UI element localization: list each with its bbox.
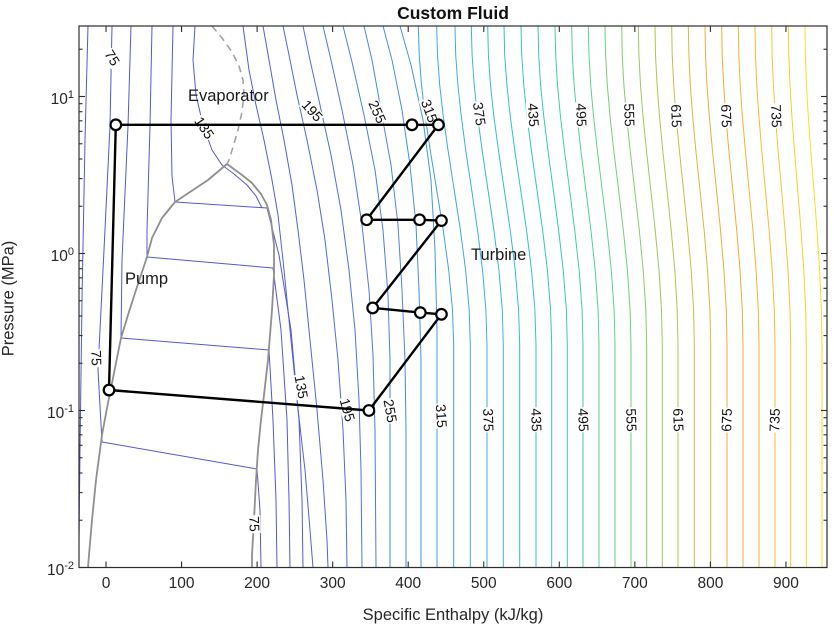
isotherm-contour-135 xyxy=(170,26,304,568)
isotherm-contour-155 xyxy=(242,26,314,568)
isotherm-contour-115 xyxy=(146,26,291,568)
isotherm-contour-495 xyxy=(554,26,584,568)
isotherm-contour-695 xyxy=(721,26,744,568)
isotherm-contour-795 xyxy=(804,26,823,568)
saturation-dome-right xyxy=(226,163,275,568)
isotherm-contour-675 xyxy=(704,26,728,568)
isotherm-contour-195 xyxy=(282,26,348,568)
isotherm-contour-575 xyxy=(621,26,648,568)
isotherm-contour-555 xyxy=(604,26,632,568)
contour-lines xyxy=(79,26,823,568)
isotherm-contour-275 xyxy=(363,26,407,568)
isotherm-contour-215 xyxy=(302,26,363,568)
isotherm-contour-515 xyxy=(571,26,600,568)
isotherm-contour-255 xyxy=(342,26,391,568)
isotherm-contour-615 xyxy=(654,26,679,568)
isotherm-contour-135 xyxy=(192,26,263,209)
saturation-dome-left xyxy=(87,163,228,568)
isotherm-contour-655 xyxy=(687,26,712,568)
isotherm-contour-235 xyxy=(322,26,377,568)
critical-extension-dashed xyxy=(211,26,245,165)
isotherm-contour-55 xyxy=(79,26,89,541)
isotherm-contour-375 xyxy=(454,26,488,568)
isotherm-contour-75 xyxy=(97,26,262,568)
isotherm-contour-635 xyxy=(671,26,695,568)
isotherm-contour-535 xyxy=(587,26,616,568)
isotherm-contour-475 xyxy=(537,26,568,568)
